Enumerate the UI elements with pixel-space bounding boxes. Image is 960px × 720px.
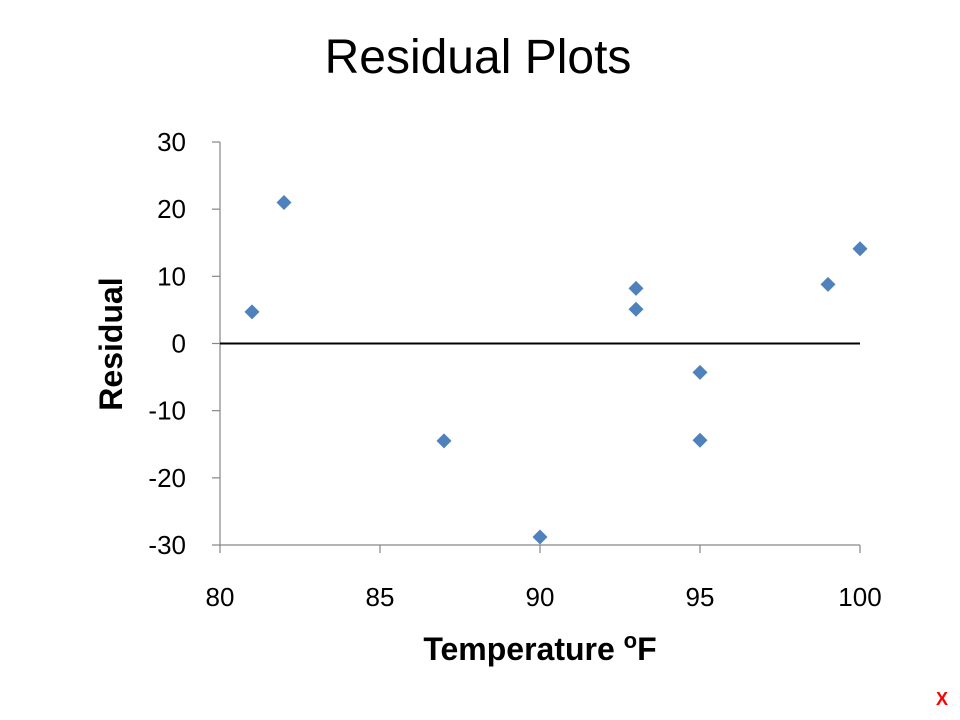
x-tick-label: 90 (526, 582, 555, 612)
x-axis-title-text: Temperature (423, 631, 623, 667)
y-tick-label: -20 (148, 463, 186, 493)
x-axis-title: Temperature oF (423, 628, 656, 667)
data-point (244, 304, 260, 320)
data-point (628, 280, 644, 296)
close-mark-button[interactable]: X (935, 689, 948, 709)
y-tick-label: -30 (148, 530, 186, 560)
y-tick-label: 30 (157, 127, 186, 157)
data-point (852, 241, 868, 257)
data-point (628, 301, 644, 317)
x-tick-label: 80 (206, 582, 235, 612)
data-point (692, 364, 708, 380)
y-tick-label: 0 (172, 329, 186, 359)
x-axis-unit-letter: F (637, 631, 657, 667)
slide-title: Residual Plots (324, 31, 632, 84)
y-tick-label: 20 (157, 194, 186, 224)
data-point (436, 433, 452, 449)
data-point (820, 276, 836, 292)
x-tick-label: 85 (366, 582, 395, 612)
data-point (692, 432, 708, 448)
y-tick-label: 10 (157, 261, 186, 291)
x-tick-label: 95 (686, 582, 715, 612)
data-points (244, 194, 868, 545)
y-axis-title: Residual (93, 277, 129, 410)
x-tick-label: 100 (838, 582, 881, 612)
x-axis-unit-degree: o (624, 628, 637, 653)
data-point (276, 194, 292, 210)
y-tick-label: -10 (148, 396, 186, 426)
data-point (532, 529, 548, 545)
axes (212, 141, 861, 553)
